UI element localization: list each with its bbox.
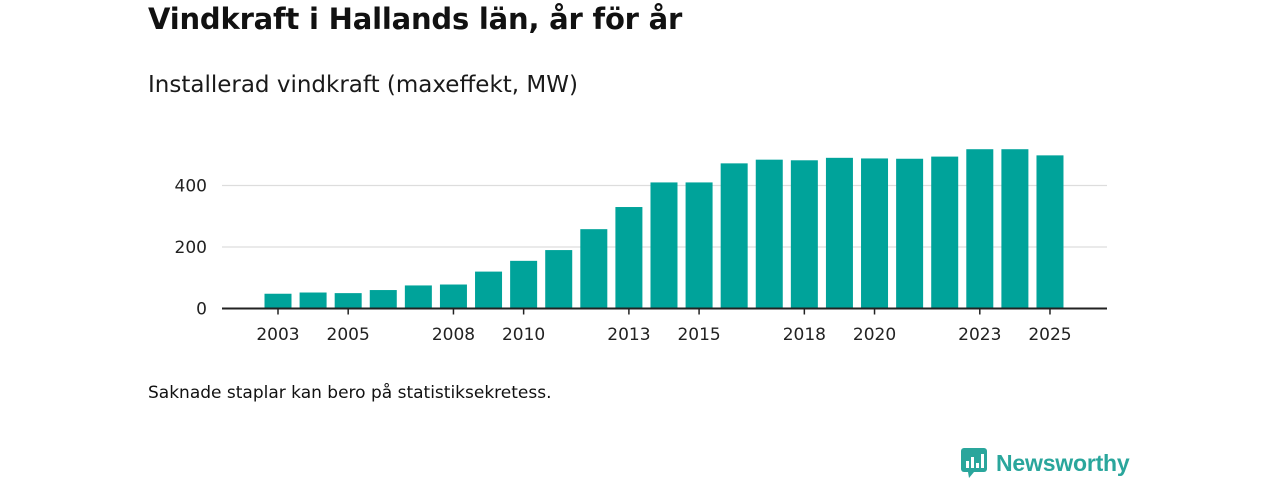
y-tick-label-200: 200	[175, 238, 207, 258]
chart-subtitle: Installerad vindkraft (maxeffekt, MW)	[148, 72, 578, 98]
bar-2010	[510, 260, 538, 309]
y-tick-label-0: 0	[196, 300, 207, 320]
x-tick-label-2008: 2008	[432, 325, 475, 345]
bar-2008	[439, 284, 467, 309]
x-tick-label-2013: 2013	[607, 325, 650, 345]
y-tick-label-400: 400	[175, 177, 207, 197]
x-tick-label-2003: 2003	[256, 325, 299, 345]
bar-2015	[685, 182, 713, 309]
bar-2011	[545, 250, 573, 309]
x-tick-label-2015: 2015	[677, 325, 720, 345]
bar-2007	[404, 285, 432, 309]
bar-2022	[931, 156, 959, 309]
bar-2013	[615, 207, 643, 309]
bar-2012	[580, 229, 608, 309]
x-tick-label-2025: 2025	[1028, 325, 1071, 345]
bar-2025	[1036, 155, 1064, 309]
bar-2017	[755, 159, 783, 309]
bar-2005	[334, 293, 362, 309]
newsworthy-logo[interactable]: Newsworthy	[960, 446, 1130, 480]
bar-2014	[650, 182, 678, 309]
newsworthy-icon	[961, 448, 987, 478]
chart-title: Vindkraft i Hallands län, år för år	[148, 2, 683, 36]
bar-2003	[264, 293, 292, 309]
bar-2009	[475, 271, 503, 309]
bar-2020	[861, 158, 889, 309]
x-tick-label-2018: 2018	[783, 325, 826, 345]
bar-2018	[790, 160, 818, 309]
bar-2023	[966, 149, 994, 309]
brand-name: Newsworthy	[996, 449, 1130, 476]
x-tick-label-2020: 2020	[853, 325, 896, 345]
x-tick-label-2023: 2023	[958, 325, 1001, 345]
x-tick-label-2010: 2010	[502, 325, 545, 345]
bar-2021	[896, 158, 924, 309]
bar-2004	[299, 292, 327, 309]
bar-2019	[825, 157, 853, 309]
footnote: Saknade staplar kan bero på statistiksek…	[148, 383, 552, 403]
bar-2016	[720, 163, 748, 309]
x-tick-label-2005: 2005	[327, 325, 370, 345]
bar-2024	[1001, 149, 1029, 309]
bar-2006	[369, 290, 397, 309]
